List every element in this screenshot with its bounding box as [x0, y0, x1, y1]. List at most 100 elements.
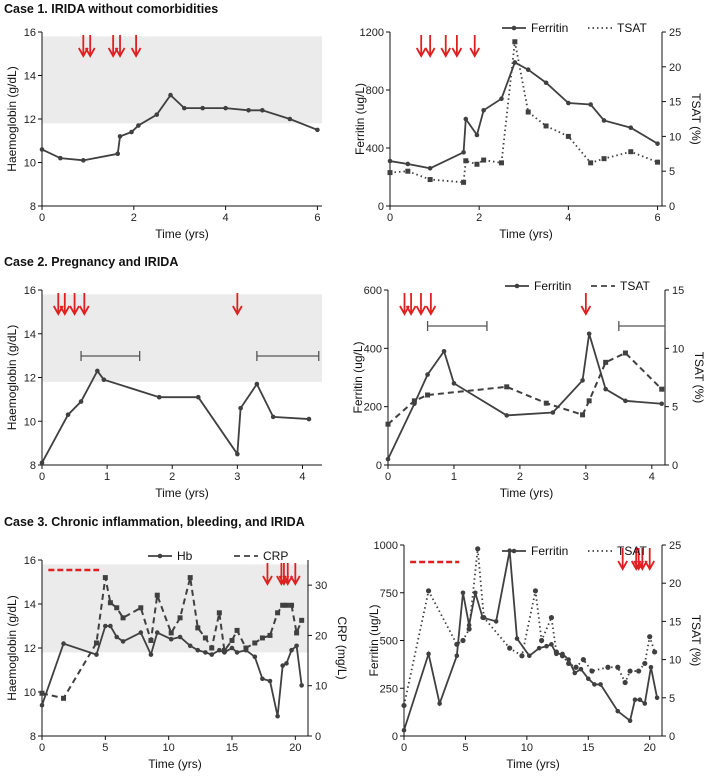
case2-hb-series-hb-point-4 — [101, 377, 107, 382]
case1-ferritin-series-ferritin-point-7 — [499, 96, 504, 101]
case3-hb-series-hb-point-27 — [289, 647, 294, 653]
case1-ferritin-series-ferritin-point-5 — [474, 132, 480, 138]
case3-ferritin-series-ferritin-point-23 — [615, 708, 621, 714]
case1-hb-xtick-label-2: 4 — [223, 212, 229, 224]
case3-ferritin-y2tick-label-1: 5 — [669, 693, 675, 705]
case2-ferritin-series-tsat-point-1 — [411, 398, 417, 404]
case1-ferritin-series-ferritin-point-4 — [463, 116, 469, 122]
case2-ferritin-ytick-label-0: 0 — [376, 460, 382, 472]
case2-ferritin-series-ferritin-point-4 — [451, 381, 457, 386]
case2-ferritin-series-tsat-line — [387, 351, 663, 425]
case1-ferritin-y2tick-label-3: 15 — [669, 97, 681, 109]
case2-hb-series-hb-point-10 — [270, 414, 276, 420]
case2-hb-series-hb-point-0 — [39, 460, 45, 466]
case3-hb-series-crp-point-4 — [107, 600, 113, 606]
case1-ferritin-series-tsat-point-6 — [481, 157, 487, 163]
case1-ferritin-series-ferritin-point-0 — [387, 158, 393, 164]
case2-ferritin-xtick-label-4: 4 — [649, 471, 655, 483]
case3-ferritin-xtick-label-3: 15 — [582, 742, 594, 754]
case1-hb-arrow-3-head — [114, 47, 126, 58]
case2-hb-xlabel: Time (yrs) — [155, 486, 209, 500]
case1-hb-series-hb-point-13 — [260, 108, 265, 113]
case3-ferritin-xtick-label-1: 5 — [462, 742, 468, 754]
case1-ferritin-series-tsat-line — [389, 41, 658, 184]
case1-ferritin-series-ferritin-point-11 — [566, 100, 571, 106]
case1-hb-arrow-4-head — [130, 47, 142, 58]
case3-ferritin-xlabel: Time (yrs) — [506, 757, 560, 771]
case3-ferritin-series-ferritin-point-14 — [549, 642, 554, 647]
case1-ferritin-ytick-label-0: 0 — [378, 201, 384, 213]
case3-hb-series-crp-point-10 — [168, 630, 174, 636]
case2-hb-series-hb-point-3 — [95, 368, 100, 374]
case3-hb-series-hb-point-0 — [39, 702, 45, 708]
case2-ferritin-series-ferritin-point-2 — [425, 372, 430, 377]
case3-ferritin-series-tsat-point-0 — [401, 702, 407, 709]
case1-ferritin-series-tsat-point-13 — [601, 156, 607, 162]
case2-hb-arrow-2-head — [69, 305, 80, 316]
case3-hb-series-crp-point-11 — [177, 615, 183, 621]
case1-hb-series-hb-point-12 — [246, 108, 251, 113]
case3-hb-series-crp-point-25 — [280, 602, 286, 608]
case3-ferritin-y2tick-label-5: 25 — [669, 540, 681, 552]
case3-hb-ytick-label-2: 12 — [24, 643, 36, 655]
case2-hb-arrow-1-head — [59, 305, 71, 316]
case1-hb-series-hb-point-4 — [117, 134, 123, 139]
case1-ferritin-xtick-label-2: 4 — [565, 212, 571, 224]
case2-hb-normal-band — [42, 294, 322, 382]
case3-hb-series-hb-point-9 — [154, 630, 160, 635]
case2-ferritin-series-ferritin-point-3 — [441, 348, 447, 354]
case2-ferritin-xlabel: Time (yrs) — [500, 486, 554, 500]
case3-ferritin-arrow-4-head — [644, 560, 655, 571]
case1-ferritin-series-ferritin-point-10 — [543, 80, 549, 86]
case3-hb-ytick-label-1: 10 — [24, 687, 36, 699]
case3-ferritin-series-tsat-point-12 — [553, 649, 559, 655]
case1-ferritin-series-ferritin-point-8 — [512, 60, 518, 65]
case1-ferritin-ytick-label-2: 800 — [366, 85, 384, 97]
case2-ferritin-series-ferritin-point-11 — [659, 401, 665, 407]
case2-ferritin-y2label: TSAT (%) — [692, 352, 706, 404]
case3-ferritin-series-tsat-point-21 — [627, 668, 633, 674]
case1-ferritin-y2label: TSAT (%) — [689, 93, 703, 145]
case3-hb-series-crp-point-18 — [229, 637, 235, 643]
case2-ferritin-xtick-label-1: 1 — [451, 471, 457, 483]
case3-hb-series-crp-point-12 — [187, 575, 193, 581]
case3-hb-series-hb-point-21 — [252, 654, 258, 660]
case1-ferritin-arrow-2-head — [440, 47, 452, 58]
case3-hb-series-hb-point-23 — [267, 678, 273, 684]
case1-ferritin-legend-marker-0 — [511, 25, 517, 31]
case3-hb-ylabel: Haemoglobin (g/dL) — [5, 595, 19, 700]
case2-ferritin-series-ferritin-point-6 — [550, 410, 556, 415]
case2-ferritin-legend-marker-0 — [514, 283, 520, 289]
case2-hb-arrow-4-head — [232, 305, 243, 316]
case2-hb-series-hb-point-9 — [254, 381, 260, 387]
case2-hb-ytick-label-4: 16 — [24, 285, 36, 297]
case3-ferritin-series-tsat-point-3 — [460, 637, 466, 644]
case2-ferritin-arrow-1-head — [405, 305, 417, 316]
case3-hb-series-crp-point-22 — [259, 635, 265, 641]
case3-ferritin-series-tsat-point-18 — [605, 664, 611, 670]
case1-hb-series-hb-point-15 — [315, 127, 320, 133]
case3-ferritin-series-tsat-point-13 — [559, 653, 566, 659]
case3-hb-arrow-0-head — [262, 575, 273, 586]
case2-ferritin-series-tsat-point-4 — [543, 400, 549, 406]
case1-ferritin-series-tsat-point-0 — [387, 170, 393, 176]
case3-ferritin-series-tsat-point-24 — [647, 634, 653, 640]
case3-ferritin-series-tsat-point-25 — [652, 649, 658, 655]
case3-hb-series-hb-point-22 — [260, 676, 265, 682]
case3-hb-y2tick-label-0: 0 — [315, 731, 321, 743]
case2-ferritin-ylabel: Ferritin (ug/L) — [351, 341, 365, 413]
case3-hb-series-hb-point-4 — [108, 623, 113, 629]
case1-ferritin-series-tsat-point-3 — [461, 179, 467, 185]
case3-hb-series-hb-point-24 — [275, 713, 280, 719]
case1-hb-ytick-label-1: 10 — [24, 158, 36, 170]
case-2-title: Case 2. Pregnancy and IRIDA — [4, 255, 179, 269]
case3-ferritin-series-tsat-point-8 — [519, 653, 525, 659]
case3-ferritin-legend-label-0: Ferritin — [531, 544, 568, 558]
case2-ferritin-y2tick-label-0: 0 — [672, 460, 678, 472]
case3-hb-series-crp-point-13 — [195, 625, 201, 631]
case3-hb-xtick-label-1: 5 — [102, 742, 108, 754]
case1-hb-ytick-label-0: 8 — [30, 201, 36, 213]
case3-ferritin-series-ferritin-point-6 — [472, 590, 478, 596]
case3-hb-series-hb-point-2 — [94, 652, 99, 657]
case3-hb-series-crp-point-15 — [209, 645, 215, 651]
